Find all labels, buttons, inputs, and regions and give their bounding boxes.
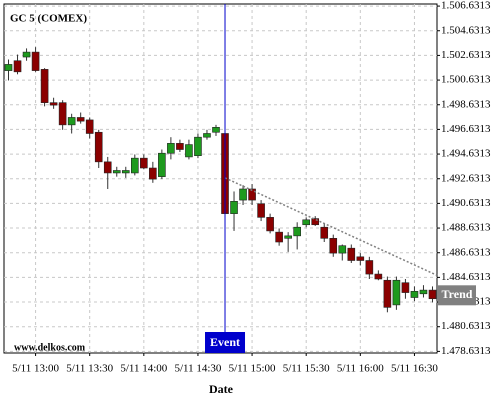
candle-body	[149, 167, 157, 180]
y-tick-label: 1.496.6313	[441, 123, 491, 135]
candle-body	[248, 188, 256, 201]
x-tick-label: 5/11 15:00	[229, 363, 276, 375]
candle-body	[94, 131, 103, 163]
x-tick-label: 5/11 15:30	[283, 363, 330, 375]
candle-body	[131, 157, 139, 174]
y-tick-label: 1.494.6313	[441, 148, 491, 160]
x-tick-label: 5/11 14:30	[174, 363, 221, 375]
candle-body	[185, 144, 193, 158]
candle-body	[176, 143, 184, 150]
candle-body	[167, 143, 175, 154]
y-tick-label: 1.490.6313	[441, 197, 491, 209]
y-tick-label: 1.488.6313	[441, 222, 491, 234]
candle-body	[112, 170, 121, 174]
event-label-box	[205, 332, 246, 353]
candle-body	[302, 219, 310, 226]
candle-body	[4, 64, 13, 71]
x-axis-label: Date	[209, 382, 234, 396]
candle-body	[31, 51, 40, 71]
trend-label: Trend	[442, 287, 473, 301]
candle-body	[212, 127, 220, 133]
candle-body	[239, 188, 247, 201]
candle-body	[419, 289, 428, 295]
candle-body	[58, 102, 67, 126]
x-tick-label: 5/11 13:00	[12, 363, 59, 375]
x-tick-label: 5/11 16:30	[391, 363, 438, 375]
candle-body	[40, 69, 49, 103]
y-tick-label: 1.480.6313	[441, 320, 491, 332]
y-tick-label: 1.484.6313	[441, 271, 491, 283]
y-tick-label: 1.502.6313	[441, 49, 491, 61]
candle-body	[203, 133, 211, 138]
candle-body	[338, 245, 347, 254]
y-tick-label: 1.500.6313	[441, 74, 491, 86]
candle-body	[356, 256, 365, 261]
candle-body	[194, 136, 202, 156]
candle-body	[284, 235, 292, 239]
watermark: www.delkos.com	[14, 342, 86, 353]
y-tick-label: 1.504.6313	[441, 24, 491, 36]
y-tick-label: 1.486.6313	[441, 246, 491, 258]
candle-body	[311, 218, 320, 226]
candle-body	[85, 119, 94, 134]
candle-body	[257, 203, 265, 218]
x-tick-label: 5/11 13:30	[66, 363, 113, 375]
candle-body	[383, 279, 392, 308]
candle-body	[293, 226, 301, 237]
y-tick-label: 1.506.6313	[441, 0, 491, 12]
trend-label-box	[438, 285, 476, 306]
candle-body	[329, 238, 338, 254]
y-tick-label: 1.498.6313	[441, 98, 491, 110]
candle-body	[121, 170, 130, 174]
x-tick-label: 5/11 14:00	[120, 363, 167, 375]
trend-line	[224, 177, 438, 276]
candle-body	[67, 117, 76, 126]
candle-body	[410, 291, 419, 298]
candle-body	[428, 289, 437, 300]
candle-body	[158, 152, 166, 177]
candle-body	[140, 157, 148, 169]
candle-body	[401, 282, 410, 293]
candle-body	[230, 201, 238, 214]
y-tick-label: 1.492.6313	[441, 172, 491, 184]
candle-body	[13, 60, 22, 73]
candle-body	[49, 102, 58, 106]
candle-body	[392, 279, 401, 306]
candle-body	[374, 273, 383, 280]
candle-body	[347, 247, 356, 261]
candle-body	[266, 217, 274, 232]
y-tick-label: 1.478.6313	[441, 345, 491, 357]
candle-body	[275, 231, 283, 243]
event-label: Event	[210, 335, 240, 349]
candle-body	[365, 260, 374, 275]
candle-body	[22, 51, 31, 58]
candle-body	[103, 161, 112, 174]
candle-body	[76, 117, 85, 122]
candle-body	[320, 226, 329, 239]
x-tick-label: 5/11 16:00	[337, 363, 384, 375]
chart-title: GC 5 (COMEX)	[10, 13, 87, 25]
